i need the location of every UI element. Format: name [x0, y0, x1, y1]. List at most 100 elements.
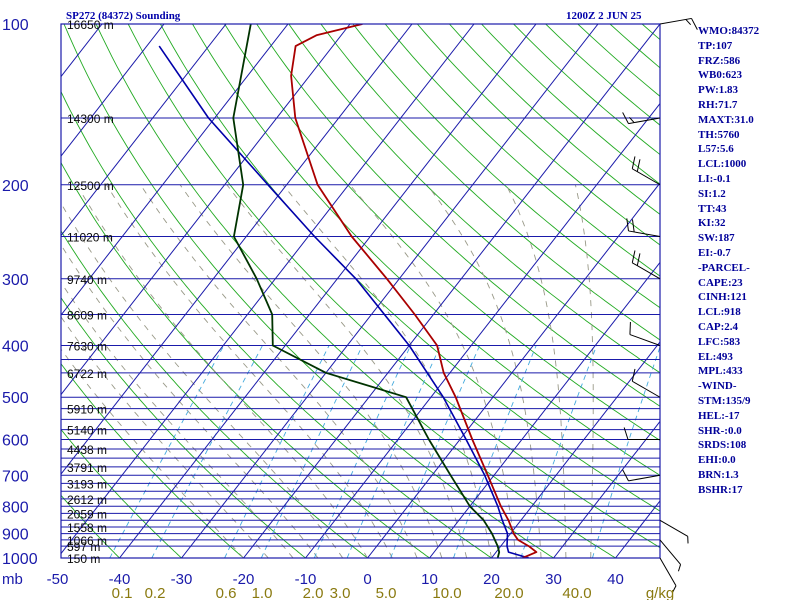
stability-index: SRDS:108	[698, 439, 747, 452]
wind-barb-flag	[672, 585, 677, 593]
stability-index: TT:43	[698, 202, 727, 215]
pressure-label: 500	[2, 390, 29, 407]
isotherm	[553, 420, 660, 558]
pressure-label: 400	[2, 339, 29, 356]
wind-barb-shaft	[659, 539, 681, 565]
isotherm	[61, 24, 289, 316]
stability-index: MPL:433	[698, 365, 743, 378]
pressure-label: 200	[2, 178, 29, 195]
plot-area	[61, 24, 660, 558]
mixing-ratio-line	[224, 345, 330, 558]
temperature-tick-label: -40	[109, 571, 131, 588]
mixing-ratio-line	[390, 345, 481, 558]
wind-barb-shaft	[632, 262, 661, 280]
isotherm	[243, 24, 660, 558]
stability-index: SW:187	[698, 232, 735, 245]
moist-adiabat	[61, 348, 244, 558]
height-label: 14300 m	[67, 112, 114, 126]
pressure-label: 300	[2, 272, 29, 289]
stability-index: LCL:918	[698, 306, 741, 319]
temperature-tick-label: 40	[607, 571, 624, 588]
temperature-tick-label: -50	[47, 571, 69, 588]
stability-index: CAPE:23	[698, 276, 743, 289]
wind-barb-shaft	[632, 380, 661, 398]
stability-index: L57:5.6	[698, 143, 734, 156]
wind-barb-flag	[626, 218, 629, 232]
height-label: 597 m	[67, 540, 100, 554]
pressure-unit-label: mb	[2, 571, 23, 588]
isotherm	[61, 24, 165, 157]
isotherm	[429, 261, 660, 558]
mixing-ratio-line	[452, 345, 537, 558]
stability-index: LI:-0.1	[698, 172, 731, 185]
height-label: 2612 m	[67, 493, 107, 507]
dewpoint-trace	[232, 24, 501, 558]
isotherm	[181, 24, 599, 558]
wind-barb-shaft	[659, 17, 692, 25]
isotherm	[491, 341, 660, 558]
dry-adiabat	[127, 24, 660, 549]
stability-index: EHI:0.0	[698, 454, 736, 467]
wind-barb	[623, 427, 660, 441]
temperature-tick-label: -30	[171, 571, 193, 588]
stability-index: LCL:1000	[698, 158, 747, 171]
moist-adiabat	[61, 202, 344, 558]
wind-barb-flag	[685, 19, 692, 26]
height-label: 12500 m	[67, 179, 114, 193]
pressure-label: 100	[2, 17, 29, 34]
mixing-ratio-tick-label: 40.0	[562, 585, 591, 600]
stability-index: STM:135/9	[698, 394, 751, 407]
isotherm	[367, 182, 660, 558]
wind-barb-flag	[677, 564, 682, 572]
dry-adiabat	[95, 24, 616, 558]
stability-index: KI:32	[698, 217, 726, 230]
wind-barb-flag	[631, 368, 636, 382]
temperature-tick-label: -10	[295, 571, 317, 588]
wind-barb	[659, 17, 698, 30]
wind-barb-shaft	[628, 474, 661, 482]
indices-panel: WMO:84372 TP:107 FRZ:586 WB0:623 PW:1.83 RH:7…	[698, 24, 800, 498]
mixing-ratio-tick-label: 0.2	[145, 585, 166, 600]
chart-title: SP272 (84372) Sounding	[66, 10, 181, 22]
height-label: 11020 m	[67, 230, 113, 244]
wind-barb	[659, 557, 677, 593]
mixing-ratio-line	[591, 345, 660, 558]
mixing-ratio-tick-label: 20.0	[494, 585, 523, 600]
wind-barb-shaft	[629, 334, 661, 346]
isotherm	[61, 24, 351, 396]
isotherm	[119, 24, 537, 558]
moist-adiabat	[505, 184, 567, 558]
wind-barb-flag	[691, 18, 698, 30]
temperature-tick-label: -20	[233, 571, 255, 588]
pressure-label: 800	[2, 499, 29, 516]
height-label: 5140 m	[67, 424, 107, 438]
height-label: 150 m	[67, 552, 100, 566]
mixing-ratio-tick-label: 5.0	[376, 585, 397, 600]
height-label: 5910 m	[67, 403, 107, 417]
height-label: 1558 m	[67, 521, 107, 535]
wind-barb-flag	[628, 117, 635, 123]
stability-index: FRZ:586	[698, 54, 741, 67]
mixing-ratio-line	[313, 345, 412, 558]
moist-adiabat	[226, 184, 468, 558]
pressure-label: 900	[2, 527, 29, 544]
moist-adiabat	[61, 281, 294, 558]
stability-index: EI:-0.7	[698, 246, 731, 259]
pressure-label: 700	[2, 468, 29, 485]
stability-index: CAP:2.4	[698, 320, 739, 333]
stability-index: -PARCEL-	[698, 261, 750, 274]
wind-barb-flag	[631, 219, 635, 233]
dry-adiabat	[61, 230, 368, 558]
wind-barb-flag	[631, 156, 636, 169]
stability-index: MAXT:31.0	[698, 113, 754, 126]
isotherm	[61, 24, 227, 237]
wind-barb-flag	[623, 427, 629, 440]
stability-index: WB0:623	[698, 69, 742, 82]
isotherm	[61, 24, 475, 555]
wind-barb	[626, 218, 661, 237]
wind-barb-shaft	[659, 557, 677, 586]
temperature-trace	[290, 24, 538, 558]
mixing-ratio-tick-label: 0.6	[216, 585, 237, 600]
wind-barb	[622, 469, 661, 482]
